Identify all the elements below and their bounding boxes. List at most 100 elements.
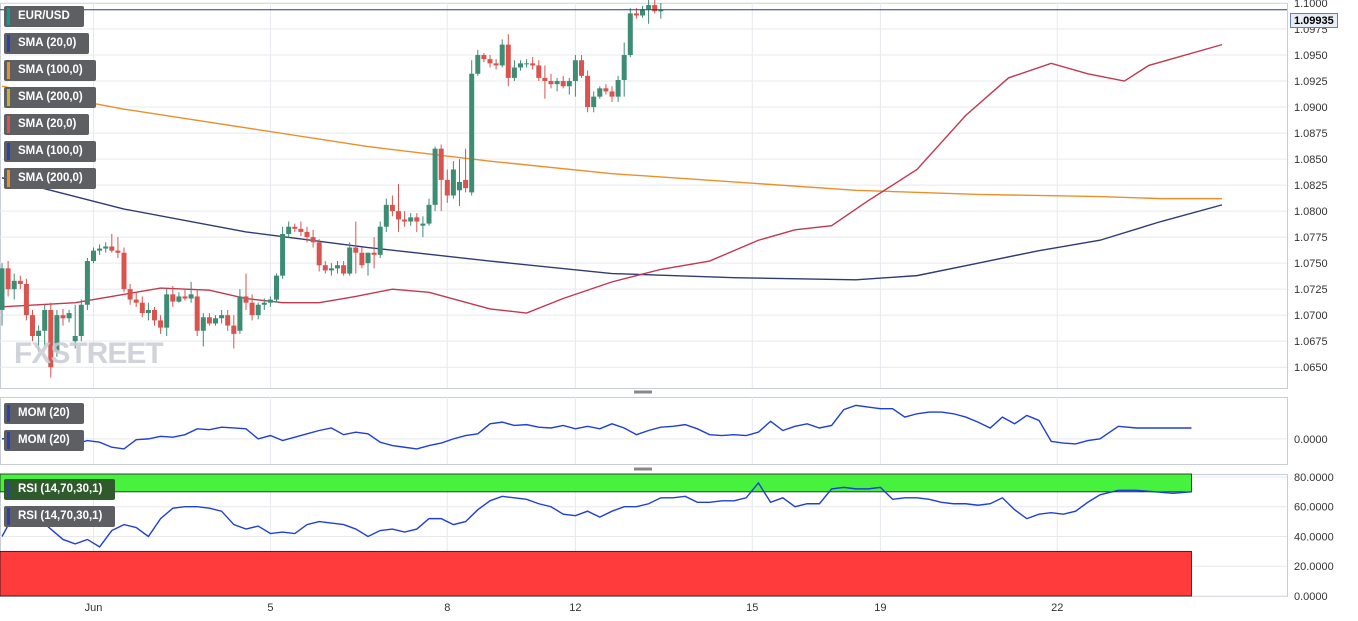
candle-body	[499, 44, 505, 66]
sma100-line	[1, 177, 1223, 281]
candle-body	[219, 315, 225, 319]
candle-body	[633, 13, 639, 16]
mom-text: MOM (20)	[18, 407, 70, 419]
candle-body	[609, 91, 615, 97]
candle-body	[115, 250, 121, 253]
candle-body	[170, 294, 176, 302]
candle-body	[658, 9, 664, 12]
candle-body	[280, 234, 286, 276]
price-tick-label: 1.0725	[1294, 284, 1328, 296]
rsi-color-bar	[7, 508, 10, 525]
legend-color-bar	[7, 116, 10, 133]
symbol-color-bar	[7, 8, 10, 25]
candle-body	[542, 77, 548, 82]
candle-body	[328, 268, 334, 271]
price-tick-label: 1.0675	[1294, 336, 1328, 348]
candle-body	[48, 309, 54, 368]
x-tick-label: 22	[1051, 602, 1063, 614]
legend-item[interactable]: SMA (100,0)	[4, 141, 96, 162]
legend-item[interactable]: SMA (100,0)	[4, 60, 96, 81]
candle-body	[54, 315, 60, 352]
candle-body	[377, 226, 383, 255]
x-tick-label: 12	[569, 602, 581, 614]
candle-body	[194, 296, 200, 331]
candle-body	[133, 299, 139, 303]
candle-body	[249, 302, 255, 316]
candle-body	[310, 237, 316, 243]
candle-body	[60, 315, 66, 319]
candle-body	[127, 289, 133, 300]
candle-body	[457, 181, 462, 191]
symbol-text: EUR/USD	[18, 10, 70, 22]
sma200-line	[1, 85, 1222, 200]
candle-body	[91, 250, 96, 262]
candle-body	[353, 247, 359, 253]
panel-frame	[0, 397, 1288, 465]
candle-body	[145, 309, 151, 314]
candle-body	[347, 247, 353, 274]
candle-body	[481, 55, 487, 60]
candle-body	[261, 302, 267, 305]
price-tick-label: 1.0850	[1294, 154, 1328, 166]
candle-body	[322, 265, 328, 271]
candle-body	[408, 217, 414, 222]
mom-label-2[interactable]: MOM (20)	[4, 430, 84, 451]
candle-body	[591, 96, 597, 108]
candle-body	[554, 81, 560, 85]
x-tick-label: 15	[746, 602, 758, 614]
candle-body	[5, 268, 11, 290]
candle-body	[304, 231, 310, 238]
candle-body	[365, 252, 371, 264]
legend-item[interactable]: SMA (200,0)	[4, 87, 96, 108]
candle-body	[560, 81, 566, 87]
candle-body	[530, 63, 536, 66]
candle-body	[158, 320, 164, 328]
rsi-color-bar	[7, 481, 10, 498]
candle-body	[36, 330, 42, 336]
candle-body	[316, 242, 322, 266]
legend-item[interactable]: SMA (200,0)	[4, 168, 96, 189]
rsi-tick-label: 20.0000	[1294, 561, 1334, 573]
candle-body	[524, 63, 530, 65]
candle-body	[572, 60, 578, 82]
candle-body	[652, 5, 658, 12]
mom-line	[1, 404, 1192, 450]
candle-body	[255, 304, 261, 316]
candle-body	[511, 67, 517, 78]
price-tick-label: 1.1000	[1294, 0, 1328, 10]
candle-body	[444, 179, 450, 196]
candle-body	[292, 226, 298, 229]
candle-body	[383, 204, 389, 227]
legend-label: SMA (20,0)	[18, 118, 77, 130]
candle-body	[585, 75, 591, 108]
candle-body	[396, 211, 401, 220]
rsi-label-2[interactable]: RSI (14,70,30,1)	[4, 506, 115, 527]
legend-item[interactable]: SMA (20,0)	[4, 33, 89, 54]
rsi-text: RSI (14,70,30,1)	[18, 483, 103, 495]
candle-body	[518, 63, 523, 68]
candle-body	[426, 204, 432, 224]
candle-body	[603, 88, 609, 92]
candle-body	[42, 309, 48, 331]
legend-item[interactable]: SMA (20,0)	[4, 114, 89, 135]
candle-body	[469, 73, 475, 193]
candle-body	[84, 261, 90, 305]
sma20-line	[1, 43, 1223, 314]
mom-color-bar	[7, 432, 10, 449]
candle-body	[463, 179, 469, 189]
rsi-label-1[interactable]: RSI (14,70,30,1)	[4, 479, 115, 500]
symbol-label[interactable]: EUR/USD	[4, 6, 84, 27]
candle-body	[646, 5, 652, 10]
candle-body	[121, 252, 127, 290]
mom-label-1[interactable]: MOM (20)	[4, 403, 84, 424]
price-tick-label: 1.0775	[1294, 232, 1328, 244]
candle-body	[414, 217, 420, 222]
candle-body	[200, 317, 206, 331]
candle-body	[335, 265, 340, 269]
price-tick-label: 1.0825	[1294, 180, 1328, 192]
candle-body	[72, 335, 78, 342]
candle-body	[213, 318, 218, 324]
candle-body	[267, 299, 273, 303]
legend-color-bar	[7, 62, 10, 79]
candle-body	[579, 60, 584, 76]
